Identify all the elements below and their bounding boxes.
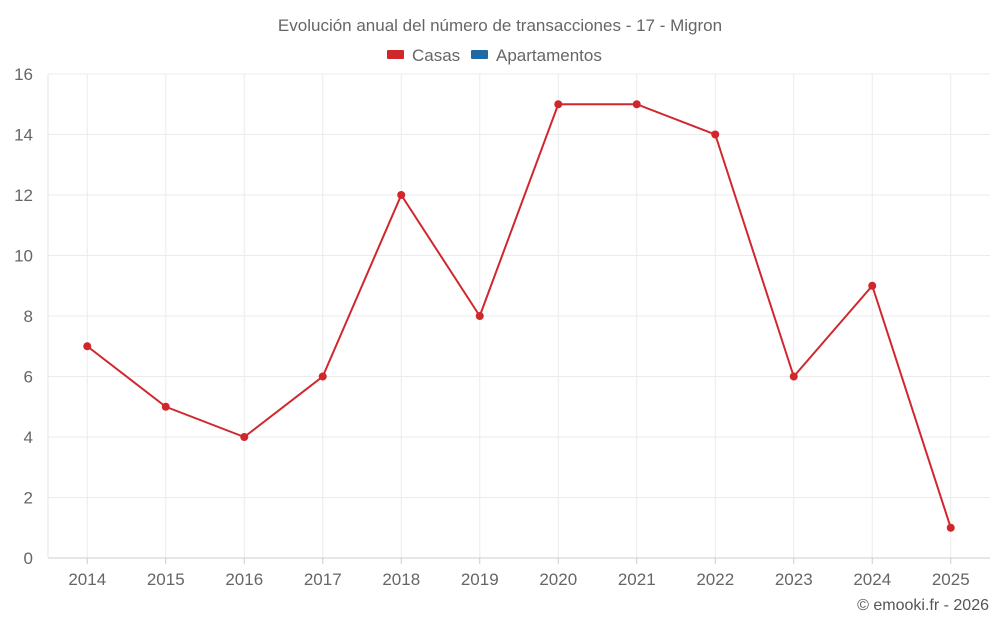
grid: [48, 73, 990, 558]
x-tick-label-2025: 2025: [932, 570, 970, 589]
x-tick-label-2019: 2019: [461, 570, 499, 589]
y-tick-label-12: 12: [14, 186, 33, 205]
x-tick-label-2020: 2020: [539, 570, 577, 589]
chart-title: Evolución anual del número de transaccio…: [278, 16, 722, 35]
x-tick-label-2023: 2023: [775, 570, 813, 589]
x-tick-label-2022: 2022: [696, 570, 734, 589]
y-tick-label-14: 14: [14, 126, 33, 145]
data-point-casas-2023[interactable]: [789, 372, 798, 381]
x-tick-label-2018: 2018: [382, 570, 420, 589]
y-tick-label-16: 16: [14, 65, 33, 84]
series-lines: [86, 103, 952, 529]
data-point-casas-2020[interactable]: [554, 100, 563, 109]
axes: 0 2 4 6 8 10 12 14 16 2014 2015 2016 2017 2018 2019 202…: [14, 65, 990, 589]
data-point-casas-2022[interactable]: [711, 130, 720, 139]
data-point-casas-2014[interactable]: [83, 342, 92, 351]
y-tick-label-6: 6: [24, 368, 33, 387]
y-tick-label-4: 4: [24, 428, 33, 447]
series-line-casas: [86, 103, 952, 529]
legend-swatch-apartamentos: [471, 50, 488, 59]
x-tick-label-2015: 2015: [147, 570, 185, 589]
legend: Casas Apartamentos: [387, 46, 602, 65]
x-tick-label-2016: 2016: [225, 570, 263, 589]
data-point-casas-2021[interactable]: [632, 100, 641, 109]
x-tick-label-2024: 2024: [853, 570, 891, 589]
data-point-casas-2016[interactable]: [240, 433, 249, 441]
y-tick-label-10: 10: [14, 247, 33, 266]
x-tick-label-2021: 2021: [618, 570, 656, 589]
legend-label-apartamentos: Apartamentos: [496, 46, 602, 65]
data-point-casas-2025[interactable]: [946, 523, 955, 532]
watermark: © emooki.fr - 2026: [857, 597, 989, 614]
x-tick-label-2017: 2017: [304, 570, 342, 589]
series-points: [83, 100, 955, 532]
legend-item-apartamentos[interactable]: Apartamentos: [471, 46, 602, 65]
y-tick-label-8: 8: [24, 307, 33, 326]
data-point-casas-2018[interactable]: [397, 191, 406, 199]
x-tick-label-2014: 2014: [68, 570, 106, 589]
legend-label-casas: Casas: [412, 46, 460, 65]
legend-swatch-casas: [387, 50, 404, 59]
data-point-casas-2015[interactable]: [161, 402, 170, 411]
legend-item-casas[interactable]: Casas: [387, 46, 460, 65]
data-point-casas-2019[interactable]: [475, 312, 484, 320]
data-point-casas-2017[interactable]: [318, 372, 327, 381]
y-tick-label-2: 2: [24, 489, 33, 508]
data-point-casas-2024[interactable]: [868, 281, 877, 290]
y-tick-label-0: 0: [24, 549, 33, 568]
